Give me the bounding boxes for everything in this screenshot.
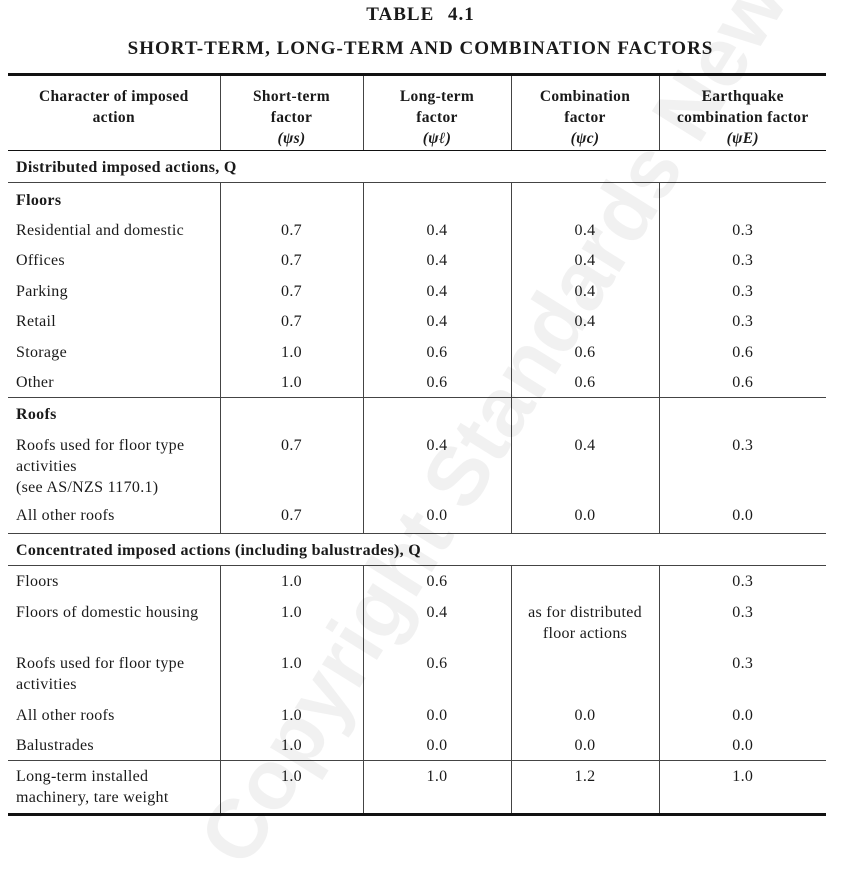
table-row: Retail 0.7 0.4 0.4 0.3 [8, 305, 826, 337]
table-row: Floors 1.0 0.6 as for distributed floor … [8, 565, 826, 700]
section-concentrated: Concentrated imposed actions (including … [8, 533, 826, 566]
table-title: SHORT-TERM, LONG-TERM AND COMBINATION FA… [127, 38, 714, 59]
table-row: Storage 1.0 0.6 0.6 0.6 [8, 336, 826, 367]
table-row: All other roofs 0.7 0.0 0.0 0.0 [8, 502, 826, 534]
factors-table: Character of imposed action Short-term fac… [8, 73, 826, 816]
header-short-term: Short-term factor (ψs) [219, 73, 363, 151]
group-floors: Floors [8, 182, 826, 215]
table-row: Residential and domestic 0.7 0.4 0.4 0.3 [8, 214, 826, 245]
table-row: Offices 0.7 0.4 0.4 0.3 [8, 244, 826, 276]
header-action: Character of imposed action [8, 73, 220, 151]
header-row: Character of imposed action Short-term fac… [8, 73, 826, 151]
table-row: All other roofs 1.0 0.0 0.0 0.0 [8, 699, 826, 730]
table-row: Roofs used for floor type activities (see… [8, 429, 826, 503]
header-combination: Combination factor (ψc) [510, 73, 659, 151]
table-number: TABLE 4.1 [366, 4, 475, 25]
table-row: Balustrades 1.0 0.0 0.0 0.0 [8, 729, 826, 761]
table-row: Floors of domestic housing 1.0 0.4 0.3 [8, 596, 826, 648]
header-long-term: Long-term factor (ψℓ) [362, 73, 511, 151]
table-row: Parking 0.7 0.4 0.4 0.3 [8, 275, 826, 306]
section-distributed: Distributed imposed actions, Q [8, 150, 826, 183]
table-row: Long-term installed machinery, tare weig… [8, 760, 826, 816]
header-earthquake: Earthquake combination factor (ψE) [658, 73, 826, 151]
combination-note: as for distributed floor actions [510, 565, 659, 700]
table-row: Roofs used for floor type activities 1.0… [8, 647, 826, 700]
group-roofs: Roofs [8, 397, 826, 430]
table-row: Other 1.0 0.6 0.6 0.6 [8, 366, 826, 398]
